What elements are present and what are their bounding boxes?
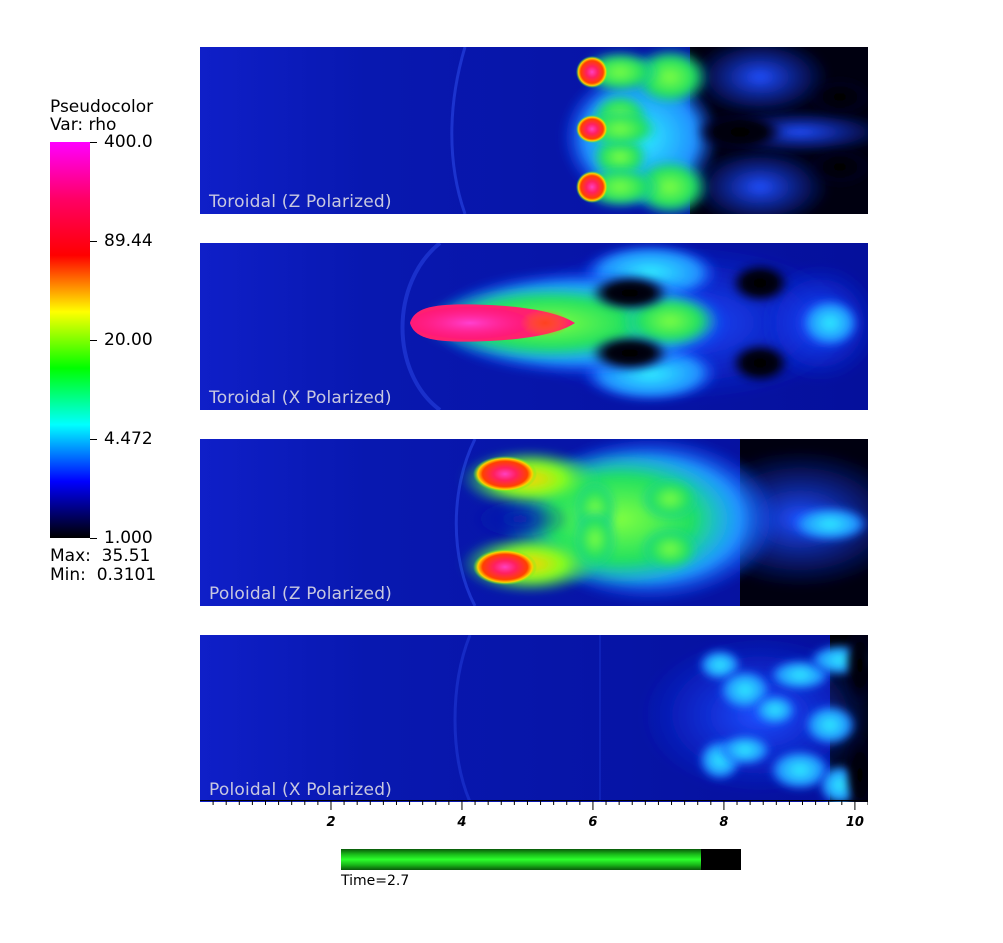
time-progress-fill (341, 849, 701, 870)
colorbar (50, 142, 90, 538)
colorbar-tick-label: 4.472 (104, 429, 153, 449)
colorbar-tick (90, 142, 97, 143)
x-tick-label: 4 (457, 815, 467, 830)
colorbar-tick-label: 89.44 (104, 231, 153, 251)
panel-label: Poloidal (Z Polarized) (209, 584, 393, 604)
colorbar-tick-label: 1.000 (104, 528, 153, 548)
x-tick-label: 8 (719, 815, 729, 830)
colorbar-tick-label: 400.0 (104, 132, 153, 152)
x-tick-label: 2 (326, 815, 336, 830)
x-tick-label: 6 (588, 815, 598, 830)
colorbar-tick (90, 340, 97, 341)
density-field (200, 635, 868, 802)
colorbar-tick-label: 20.00 (104, 330, 153, 350)
time-label: Time=2.7 (341, 873, 410, 889)
density-field (200, 47, 868, 214)
legend-max: Max: 35.51 (50, 546, 151, 566)
panel-toroidal-z: Toroidal (Z Polarized) (200, 47, 868, 214)
x-tick-label: 10 (845, 815, 864, 830)
legend-min: Min: 0.3101 (50, 565, 157, 585)
density-field (200, 243, 868, 410)
legend-title: Pseudocolor (50, 97, 154, 117)
colorbar-tick (90, 439, 97, 440)
panel-poloidal-z: Poloidal (Z Polarized) (200, 439, 868, 606)
colorbar-tick (90, 241, 97, 242)
panel-label: Toroidal (X Polarized) (209, 388, 392, 408)
colorbar-tick (90, 538, 97, 539)
time-progress-bar (341, 849, 741, 870)
panel-label: Toroidal (Z Polarized) (209, 192, 392, 212)
panel-toroidal-x: Toroidal (X Polarized) (200, 243, 868, 410)
x-axis (200, 800, 868, 810)
legend-variable: Var: rho (50, 115, 117, 135)
panel-poloidal-x: Poloidal (X Polarized) (200, 635, 868, 802)
panel-label: Poloidal (X Polarized) (209, 780, 393, 800)
density-field (200, 439, 868, 606)
